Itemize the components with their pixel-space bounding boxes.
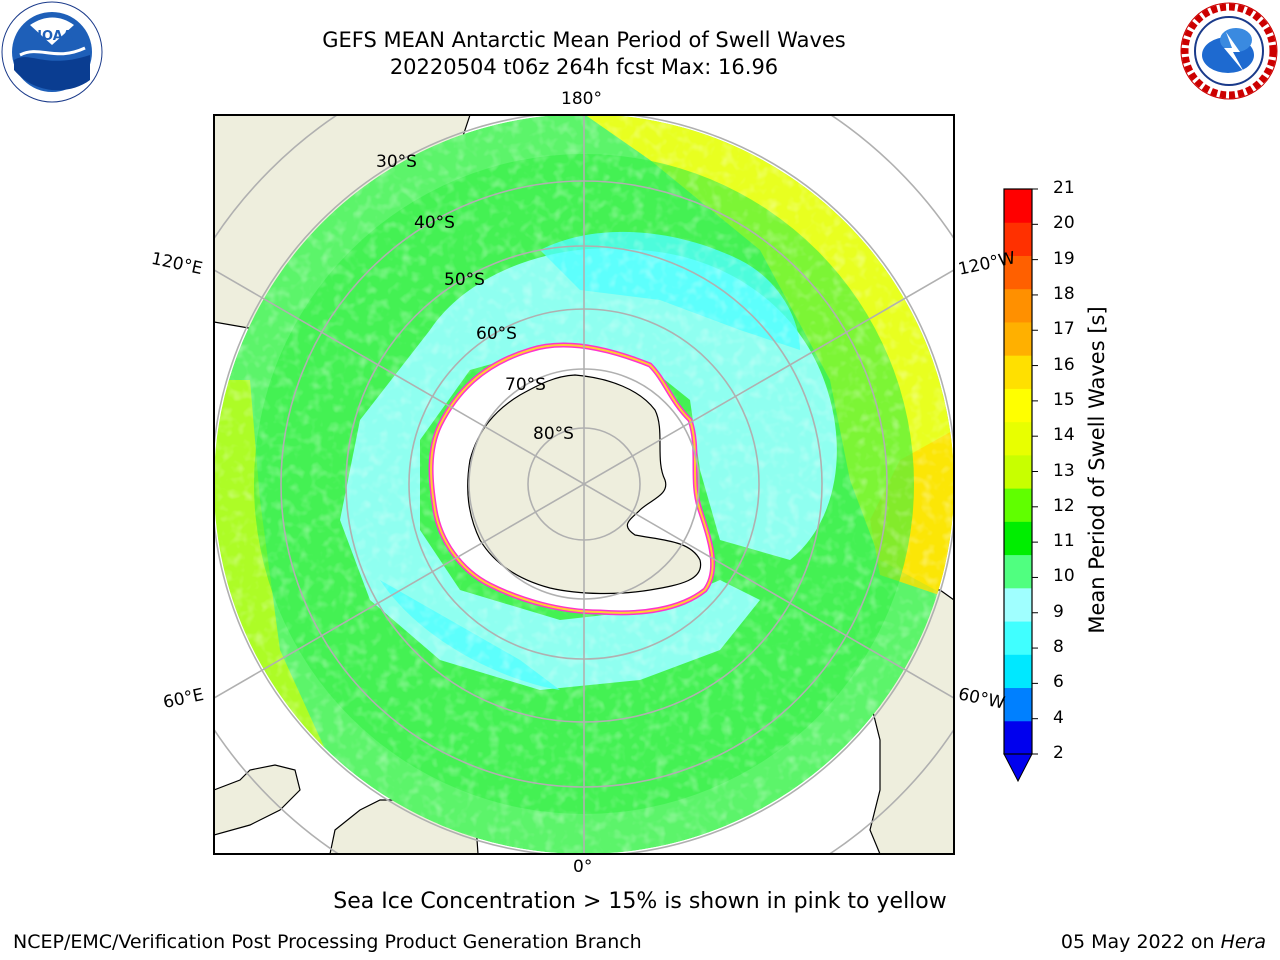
colorbar-tick-label: 13 (1053, 460, 1075, 481)
lat-label-40s: 40°S (414, 213, 455, 233)
producer-credit: NCEP/EMC/Verification Post Processing Pr… (13, 931, 642, 953)
colorbar-tick-label: 16 (1053, 354, 1075, 375)
map-frame (213, 114, 955, 855)
colorbar-band (1004, 388, 1032, 423)
colorbar-tick-label: 19 (1053, 248, 1075, 269)
colorbar-tick-label: 20 (1053, 213, 1075, 234)
colorbar-band (1004, 288, 1032, 323)
colorbar-extend-triangle (1003, 753, 1033, 783)
colorbar-band (1004, 255, 1032, 290)
colorbar-band (1004, 521, 1032, 556)
colorbar-band (1004, 355, 1032, 389)
colorbar-band (1004, 488, 1032, 522)
run-date-text: 05 May 2022 on (1060, 931, 1221, 953)
colorbar-band (1004, 222, 1032, 256)
lat-label-70s: 70°S (505, 375, 546, 395)
lat-label-50s: 50°S (444, 270, 485, 290)
colorbar-tick-label: 21 (1053, 178, 1075, 198)
chart-subtitle: 20220504 t06z 264h fcst Max: 16.96 (389, 55, 779, 79)
colorbar-tick-label: 9 (1053, 601, 1064, 622)
colorbar-band (1004, 554, 1032, 589)
lat-label-30s: 30°S (376, 152, 417, 172)
colorbar-band (1004, 421, 1032, 456)
machine-name: Hera (1220, 931, 1266, 953)
lon-label-180: 180° (561, 89, 602, 109)
lat-label-60s: 60°S (476, 324, 517, 344)
colorbar-band (1004, 189, 1032, 223)
colorbar-tick-label: 15 (1053, 389, 1075, 410)
colorbar-band (1004, 654, 1032, 689)
colorbar-label: Mean Period of Swell Waves [s] (1085, 306, 1109, 634)
colorbar-outline (1003, 188, 1033, 755)
colorbar-tick-label: 18 (1053, 283, 1075, 304)
colorbar-band (1004, 454, 1032, 489)
nws-logo (1180, 2, 1278, 100)
colorbar-band (1004, 587, 1032, 622)
colorbar-tick-label: 12 (1053, 495, 1075, 516)
colorbar-tick-label: 6 (1053, 672, 1064, 693)
colorbar-tick-label: 10 (1053, 566, 1075, 587)
colorbar-tick-label: 17 (1053, 319, 1075, 340)
colorbar-tick-label: 14 (1053, 425, 1075, 446)
run-date: 05 May 2022 on Hera (1061, 931, 1266, 953)
lon-label-0: 0° (573, 857, 593, 877)
colorbar-tick-label: 8 (1053, 637, 1064, 658)
lat-label-80s: 80°S (533, 424, 574, 444)
colorbar-band (1004, 621, 1032, 655)
colorbar-band (1004, 321, 1032, 356)
colorbar-tick-label: 11 (1053, 531, 1075, 552)
colorbar-tick-label: 2 (1053, 743, 1064, 763)
colorbar-tick-label: 4 (1053, 707, 1064, 728)
colorbar-band (1004, 687, 1032, 722)
colorbar-band (1004, 720, 1032, 755)
graticule (214, 115, 954, 854)
svg-text:NOAA: NOAA (31, 29, 73, 44)
sea-ice-caption: Sea Ice Concentration > 15% is shown in … (333, 889, 947, 914)
noaa-logo: NOAA (1, 1, 103, 103)
chart-title: GEFS MEAN Antarctic Mean Period of Swell… (322, 28, 846, 52)
